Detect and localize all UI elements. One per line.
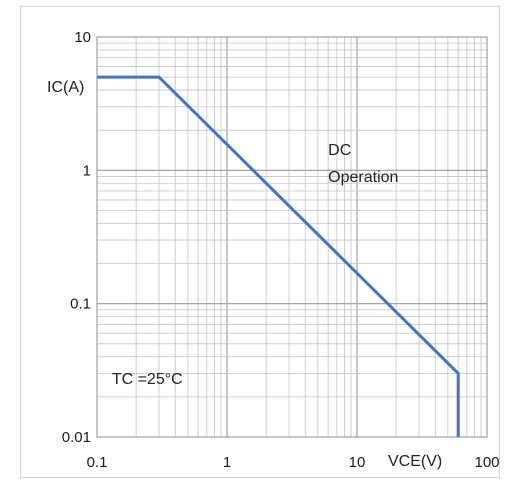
- soa-boundary-line: [97, 75, 460, 437]
- y-axis-label: IC(A): [47, 79, 84, 96]
- series-group: [97, 75, 460, 437]
- y-tick-label: 10: [74, 29, 91, 46]
- y-tick-labels: 0.01 0.1 1 10: [62, 29, 91, 446]
- annotation-line: TC =25°C: [112, 371, 183, 388]
- grid-lines: [97, 37, 487, 437]
- plot-area-border: [96, 36, 488, 438]
- y-tick-label: 1: [83, 162, 91, 179]
- y-tick-label: 0.01: [62, 429, 91, 446]
- x-tick-label: 100: [474, 454, 499, 471]
- y-tick-label: 0.1: [70, 296, 91, 313]
- annotations: DC Operation TC =25°C: [112, 142, 399, 388]
- chart-frame: [20, 6, 500, 478]
- x-tick-label: 10: [349, 454, 366, 471]
- annotation-line: Operation: [328, 169, 398, 186]
- chart-annotation: TC =25°C: [112, 371, 183, 388]
- x-axis-label: VCE(V): [388, 453, 442, 470]
- plot-border: [96, 36, 488, 438]
- annotation-line: DC: [328, 142, 351, 159]
- chart-annotation: DC Operation: [328, 142, 398, 186]
- x-tick-label: 0.1: [87, 454, 108, 471]
- x-tick-label: 1: [223, 454, 231, 471]
- x-tick-labels: 0.1 1 10 100: [87, 454, 500, 471]
